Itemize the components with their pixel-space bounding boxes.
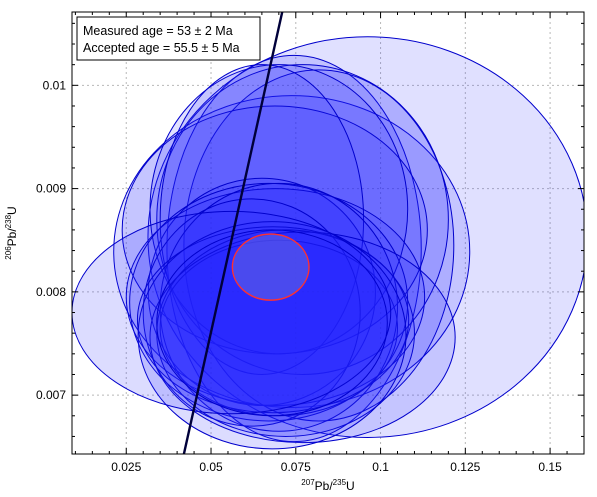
legend-accepted-age: Accepted age = 55.5 ± 5 Ma — [83, 41, 240, 55]
error-ellipse — [147, 36, 584, 438]
legend-measured-age: Measured age = 53 ± 2 Ma — [83, 24, 233, 38]
error-ellipse — [72, 210, 392, 415]
concordia-curve-layer — [182, 12, 284, 454]
y-tick-label: 0.007 — [36, 388, 66, 402]
x-tick-label: 0.025 — [111, 460, 141, 474]
x-tick-label: 0.05 — [199, 460, 223, 474]
error-ellipses — [72, 36, 584, 450]
legend-box: Measured age = 53 ± 2 Ma Accepted age = … — [76, 16, 261, 61]
x-label-pre-sup: 207 — [301, 478, 315, 487]
y-label-tail: U — [5, 206, 19, 215]
y-tick-label: 0.009 — [36, 182, 66, 196]
axis-ticks: 0.025 0.05 0.075 0.1 0.125 0.15 0.007 0.008 0.00… — [36, 12, 585, 474]
x-axis-label: 207Pb/235U — [301, 478, 354, 493]
mean-ellipse-layer — [231, 233, 310, 301]
grid — [72, 12, 584, 454]
error-ellipse — [159, 64, 365, 375]
error-ellipse — [149, 64, 409, 355]
x-label-base: Pb/ — [315, 479, 334, 493]
x-label-tail: U — [346, 479, 355, 493]
error-ellipse — [149, 231, 456, 444]
y-label-base: Pb/ — [5, 228, 19, 247]
x-tick-label: 0.075 — [281, 460, 311, 474]
x-tick-label: 0.125 — [450, 460, 480, 474]
y-label-post-sup: 238 — [4, 214, 13, 228]
error-ellipse — [137, 221, 407, 450]
plot-frame — [71, 11, 585, 455]
y-tick-label: 0.008 — [36, 285, 66, 299]
y-tick-label: 0.01 — [43, 78, 67, 92]
mean-ellipse — [231, 233, 310, 301]
error-ellipse — [136, 226, 410, 414]
concordia-curve — [182, 12, 284, 454]
error-ellipse — [159, 182, 399, 432]
y-label-pre-sup: 206 — [4, 246, 13, 260]
error-ellipse — [156, 229, 388, 417]
x-label-post-sup: 235 — [333, 478, 347, 487]
x-tick-label: 0.15 — [538, 460, 562, 474]
x-tick-label: 0.1 — [372, 460, 389, 474]
y-axis-label: 206Pb/238U — [4, 206, 19, 259]
